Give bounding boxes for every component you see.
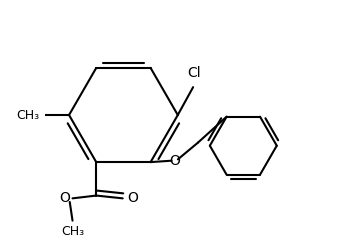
Text: O: O	[59, 191, 70, 205]
Text: O: O	[128, 191, 139, 205]
Text: Cl: Cl	[188, 66, 201, 80]
Text: O: O	[169, 154, 180, 168]
Text: CH₃: CH₃	[17, 108, 40, 121]
Text: CH₃: CH₃	[61, 225, 84, 238]
